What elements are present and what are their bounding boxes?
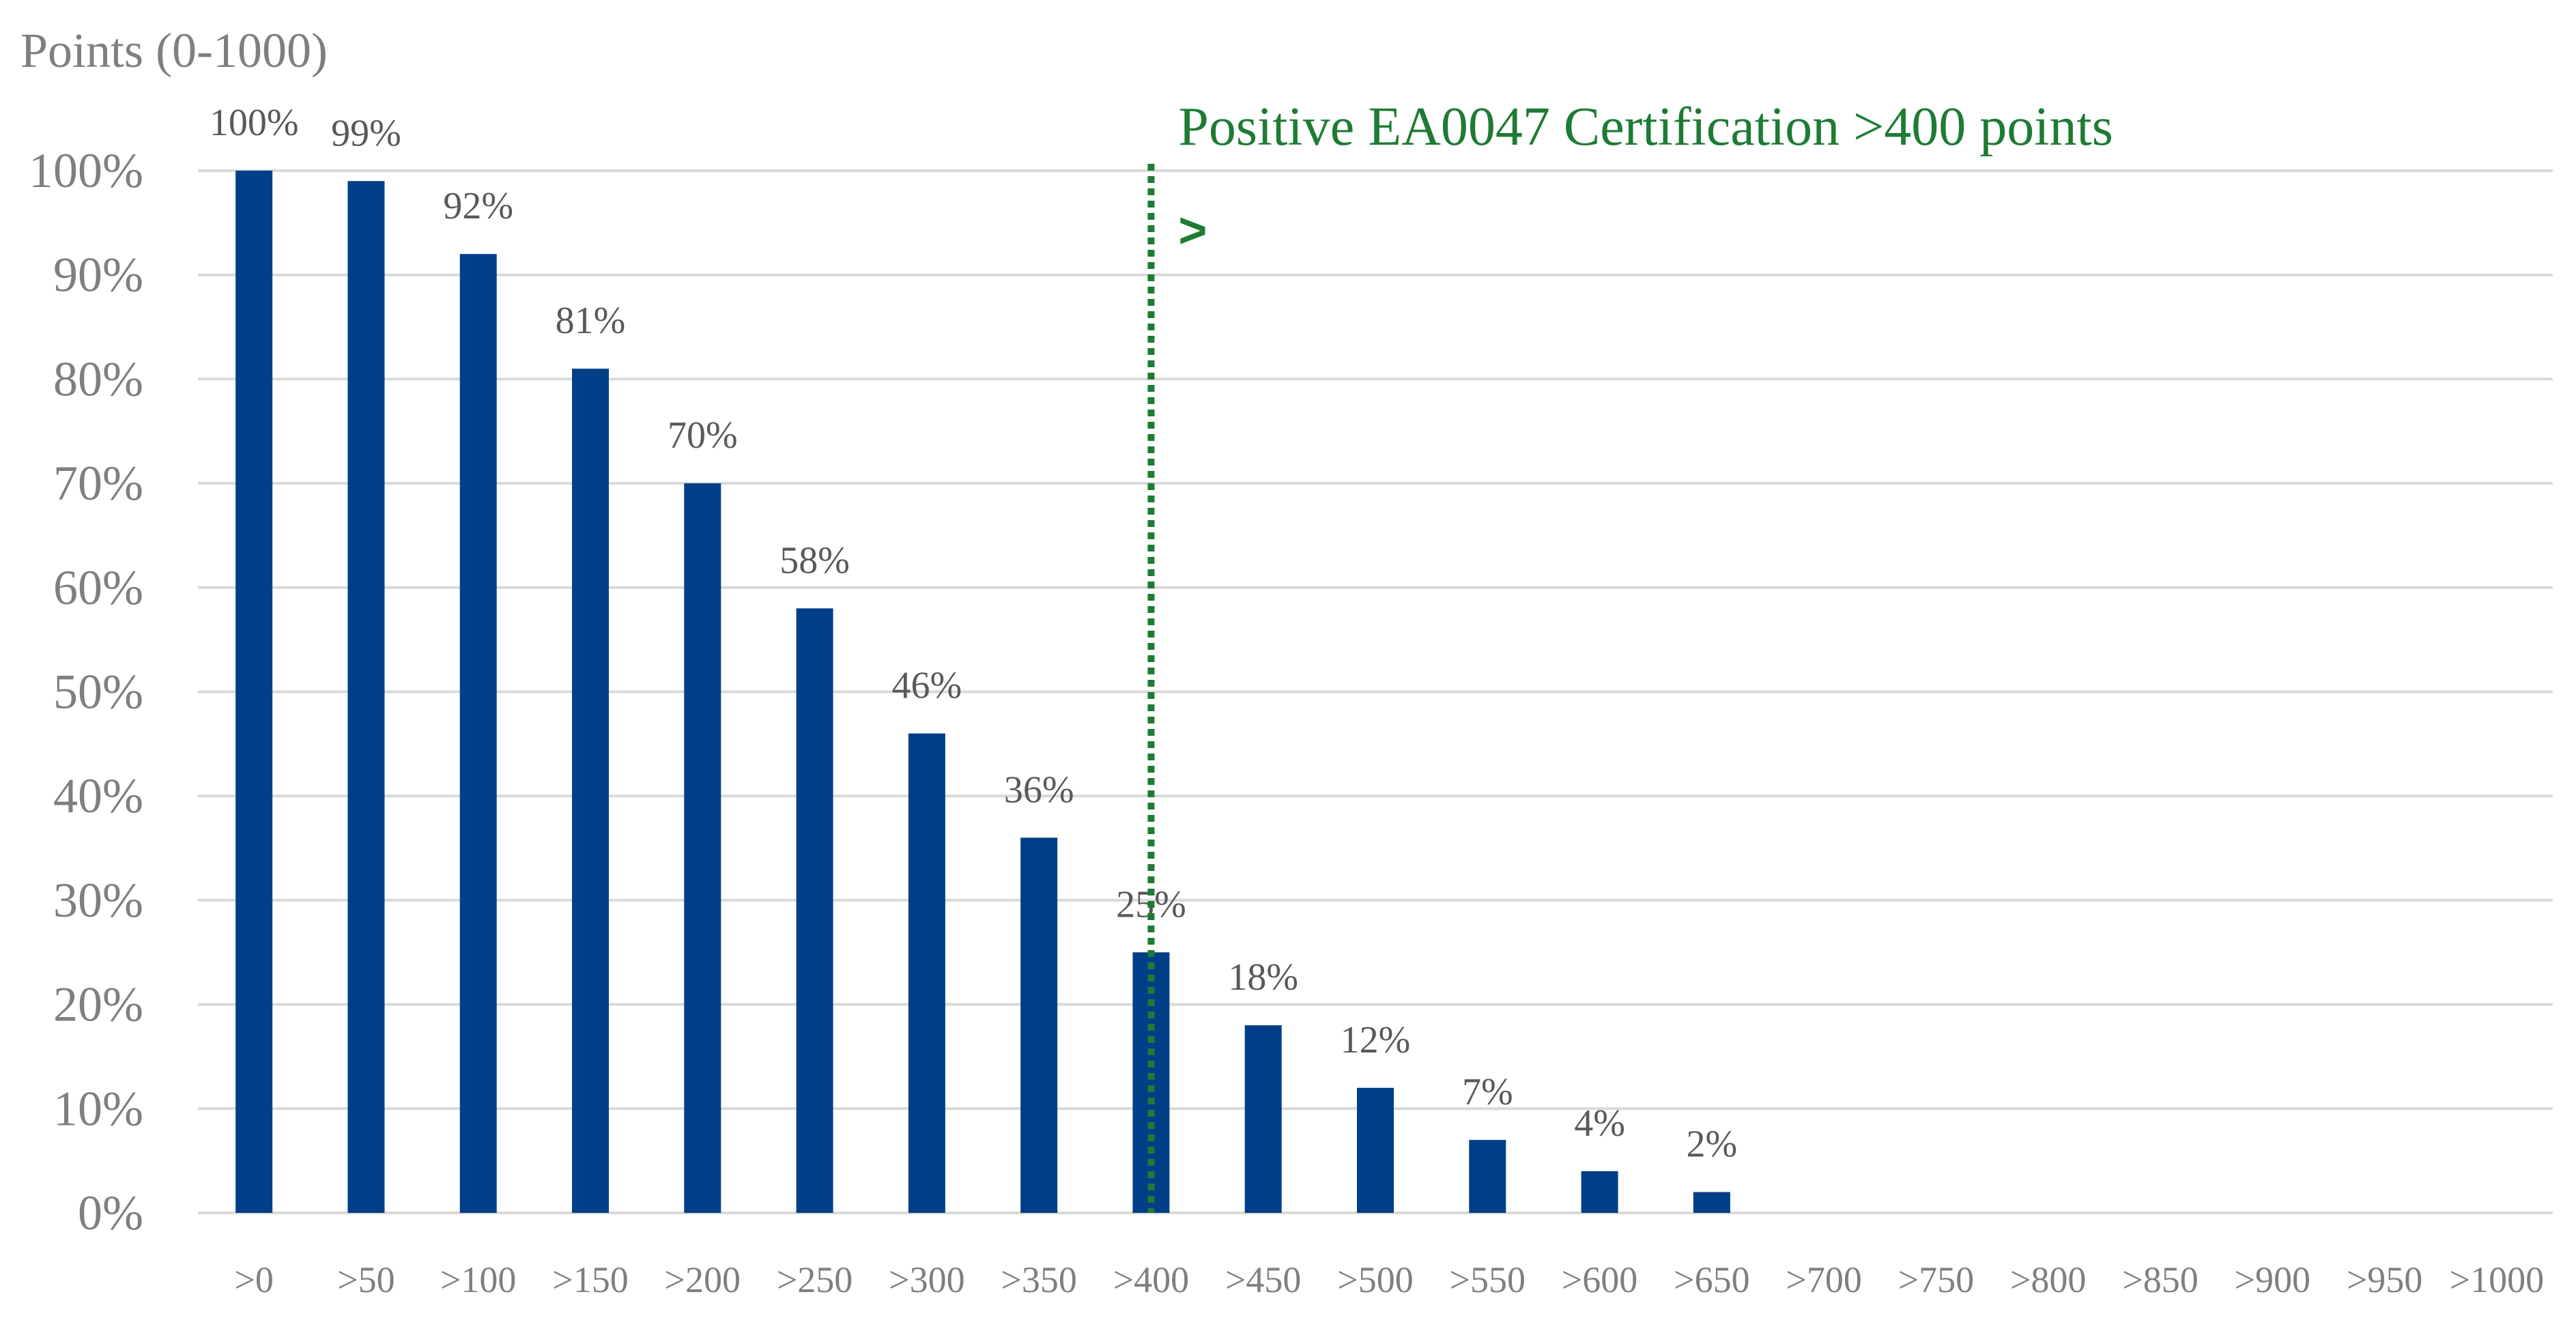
bar	[1693, 1192, 1730, 1213]
x-tick-label: >50	[337, 1259, 395, 1300]
bar	[796, 608, 833, 1213]
bar	[1581, 1171, 1618, 1213]
data-label: 92%	[443, 185, 513, 227]
data-labels: 100%99%92%81%70%58%46%36%25%18%12%7%4%2%	[210, 102, 1737, 1165]
bar-series	[235, 171, 1730, 1213]
x-tick-label: >800	[2010, 1259, 2086, 1300]
bar	[684, 483, 721, 1213]
y-tick-label: 30%	[53, 873, 143, 928]
y-tick-label: 40%	[53, 769, 143, 823]
x-tick-label: >200	[665, 1259, 741, 1300]
data-label: 2%	[1687, 1123, 1738, 1165]
y-tick-label: 10%	[53, 1081, 143, 1136]
x-tick-label: >300	[889, 1259, 964, 1300]
x-tick-label: >150	[552, 1259, 628, 1300]
x-tick-label: >400	[1113, 1259, 1189, 1300]
y-tick-label: 20%	[53, 977, 143, 1032]
data-label: 58%	[779, 539, 850, 582]
threshold-arrow: >	[1178, 203, 1207, 258]
x-tick-label: >650	[1674, 1259, 1749, 1300]
y-tick-label: 100%	[29, 143, 143, 198]
x-tick-label: >900	[2235, 1259, 2310, 1300]
y-axis: 0% 10% 20% 30% 40% 50% 60% 70% 80% 90% 100%	[29, 143, 143, 1240]
y-tick-label: 50%	[53, 665, 143, 719]
data-label: 36%	[1004, 769, 1074, 811]
bar	[572, 369, 609, 1213]
x-tick-label: >350	[1001, 1259, 1076, 1300]
y-tick-label: 60%	[53, 560, 143, 615]
bar	[235, 171, 273, 1213]
data-label: 4%	[1574, 1102, 1625, 1145]
x-tick-label: >700	[1786, 1259, 1861, 1300]
bar	[459, 254, 497, 1213]
x-tick-label: >950	[2347, 1259, 2422, 1300]
x-tick-label: >100	[440, 1259, 516, 1300]
chart-title: Points (0-1000)	[20, 23, 328, 78]
y-tick-label: 0%	[78, 1186, 143, 1240]
data-label: 12%	[1341, 1019, 1411, 1061]
bar	[1244, 1025, 1282, 1213]
x-tick-label: >550	[1450, 1259, 1526, 1300]
y-tick-label: 80%	[53, 352, 143, 406]
bar	[908, 733, 945, 1213]
y-tick-label: 70%	[53, 456, 143, 511]
x-tick-label: >750	[1898, 1259, 1974, 1300]
data-label: 70%	[668, 414, 738, 457]
x-tick-label: >0	[234, 1259, 273, 1300]
data-label: 99%	[331, 112, 401, 154]
x-tick-label: >600	[1562, 1259, 1637, 1300]
bar	[1357, 1087, 1394, 1213]
x-tick-label: >850	[2122, 1259, 2198, 1300]
y-tick-label: 90%	[53, 248, 143, 302]
x-tick-label: >500	[1337, 1259, 1413, 1300]
data-label: 7%	[1462, 1071, 1513, 1113]
bar	[1132, 952, 1170, 1213]
x-tick-label: >250	[777, 1259, 853, 1300]
x-tick-label: >1000	[2450, 1259, 2544, 1300]
bar	[1469, 1140, 1506, 1213]
data-label: 18%	[1228, 956, 1298, 999]
threshold-annotation: Positive EA0047 Certification >400 point…	[1178, 97, 2113, 157]
bar	[1020, 837, 1058, 1213]
data-label: 81%	[556, 300, 626, 342]
data-label: 46%	[892, 665, 962, 707]
bar	[347, 181, 385, 1213]
x-tick-label: >450	[1225, 1259, 1301, 1300]
data-label: 100%	[210, 102, 299, 144]
x-axis: >0 >50 >100 >150 >200 >250 >300 >350 >400 >450 >50…	[234, 1259, 2544, 1300]
